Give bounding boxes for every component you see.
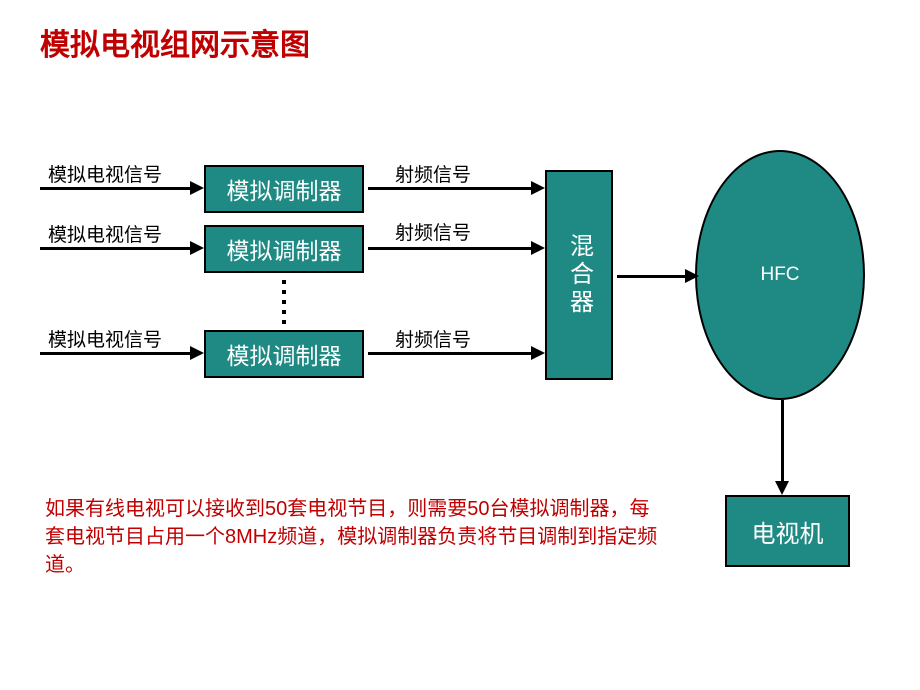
hfc-label: HFC <box>760 264 799 286</box>
rf-label-2: 射频信号 <box>395 218 471 245</box>
mixer-box: 混合器 <box>545 170 613 380</box>
tv-box: 电视机 <box>725 495 850 567</box>
arrow-head-icon <box>190 181 204 195</box>
dot-icon <box>282 280 286 284</box>
arrow-line <box>368 247 531 250</box>
input-label-1: 模拟电视信号 <box>48 160 162 187</box>
page-title: 模拟电视组网示意图 <box>40 20 310 64</box>
arrow-head-icon <box>531 241 545 255</box>
arrow-head-icon <box>775 481 789 495</box>
modulator-label-1: 模拟调制器 <box>227 172 342 206</box>
modulator-box-1: 模拟调制器 <box>204 165 364 213</box>
arrow-head-icon <box>531 181 545 195</box>
modulator-label-2: 模拟调制器 <box>227 232 342 266</box>
input-label-2: 模拟电视信号 <box>48 220 162 247</box>
dot-icon <box>282 320 286 324</box>
ellipsis-dots <box>282 280 286 324</box>
hfc-ellipse: HFC <box>695 150 865 400</box>
modulator-box-2: 模拟调制器 <box>204 225 364 273</box>
mixer-label: 混合器 <box>562 233 597 317</box>
modulator-box-3: 模拟调制器 <box>204 330 364 378</box>
tv-label: 电视机 <box>752 514 824 549</box>
dot-icon <box>282 290 286 294</box>
modulator-label-3: 模拟调制器 <box>227 337 342 371</box>
input-label-3: 模拟电视信号 <box>48 325 162 352</box>
arrow-head-icon <box>531 346 545 360</box>
arrow-head-icon <box>190 241 204 255</box>
arrow-head-icon <box>685 269 699 283</box>
dot-icon <box>282 310 286 314</box>
dot-icon <box>282 300 286 304</box>
rf-label-3: 射频信号 <box>395 325 471 352</box>
arrow-line <box>40 247 190 250</box>
arrow-line <box>40 352 190 355</box>
rf-label-1: 射频信号 <box>395 160 471 187</box>
arrow-line <box>617 275 685 278</box>
arrow-line <box>40 187 190 190</box>
arrow-line <box>368 352 531 355</box>
caption-text: 如果有线电视可以接收到50套电视节目，则需要50台模拟调制器，每套电视节目占用一… <box>45 495 665 579</box>
arrow-line <box>368 187 531 190</box>
arrow-head-icon <box>190 346 204 360</box>
arrow-line <box>781 400 784 481</box>
